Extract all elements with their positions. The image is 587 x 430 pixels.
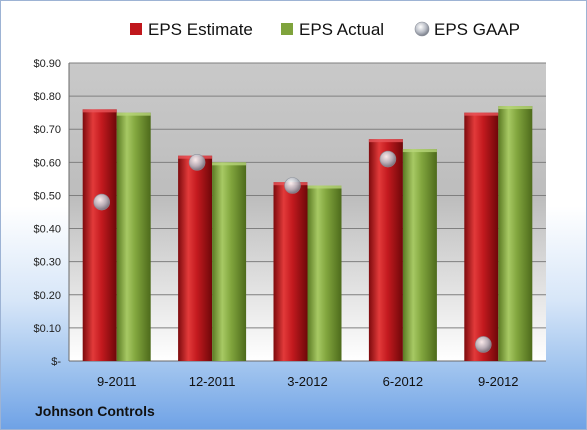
estimate-bar [178,155,213,361]
actual-bar-top [307,185,342,189]
company-label: Johnson Controls [35,403,155,419]
legend-item: EPS Estimate [130,20,253,39]
legend: EPS Estimate EPS Actual EPS GAAP [130,20,520,39]
estimate-bar [273,182,308,361]
y-tick-label: $0.60 [33,157,61,169]
y-tick-label: $0.40 [33,224,61,236]
legend-item: EPS GAAP [414,20,520,39]
actual-bar-top [402,149,437,153]
legend-swatch [130,23,142,35]
gaap-marker [474,336,492,353]
gaap-marker [284,177,301,194]
estimate-bar-top [464,112,499,116]
estimate-bar [368,139,403,361]
y-tick-label: $0.20 [33,290,61,302]
x-tick-label: 9-2012 [478,374,518,389]
legend-label: EPS GAAP [434,20,520,39]
actual-bar-top [116,112,151,116]
actual-bar [498,106,533,362]
estimate-bar-top [82,109,117,113]
y-tick-label: $0.90 [33,58,61,70]
x-tick-label: 6-2012 [383,374,423,389]
y-tick-label: $- [51,356,61,368]
gaap-markers [93,150,492,353]
y-tick-label: $0.30 [33,257,61,269]
x-axis: 9-2011 12-2011 3-2012 6-2012 9-2012 [97,374,519,389]
actual-bar-top [212,162,247,166]
legend-swatch [414,21,430,37]
gaap-marker [379,150,397,168]
y-tick-label: $0.70 [33,124,61,136]
estimate-bar [82,109,117,361]
actual-bar [116,112,151,362]
y-tick-label: $0.80 [33,91,61,103]
gaap-marker [188,154,206,171]
y-axis: $- $0.10 $0.20 $0.30 $0.40 $0.50 $0.60 $0.70 $0.… [33,58,70,368]
x-tick-label: 3-2012 [287,374,327,389]
legend-item: EPS Actual [281,20,384,39]
legend-label: EPS Actual [299,20,384,39]
actual-bar-top [498,106,533,110]
y-tick-label: $0.10 [33,323,61,335]
actual-bar [402,149,437,361]
legend-label: EPS Estimate [148,20,253,39]
estimate-bar-top [368,139,403,143]
gaap-marker [93,193,110,211]
actual-bar [212,162,247,361]
legend-swatch [281,23,293,35]
estimate-bar [464,112,499,362]
bars [82,106,533,362]
actual-bar [307,185,342,361]
x-tick-label: 9-2011 [97,374,137,389]
y-tick-label: $0.50 [33,190,61,202]
x-tick-label: 12-2011 [189,374,236,389]
